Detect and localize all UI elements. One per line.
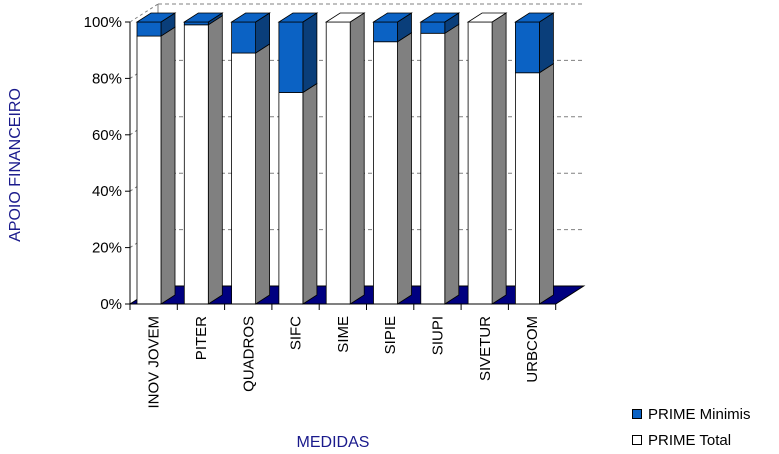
gridlines (129, 3, 584, 249)
y-tick-label: 100% (84, 14, 122, 31)
bar-prime-total (278, 92, 304, 305)
x-tick-label: PITER (193, 316, 210, 360)
bar-prime-total-side (302, 82, 318, 305)
bar-top (466, 12, 508, 23)
bar-prime-total-side (539, 63, 554, 305)
bar-prime-minimis (231, 21, 257, 54)
bar-top (135, 12, 177, 23)
bar-prime-total-side (160, 26, 176, 305)
y-tick-label: 80% (92, 70, 122, 87)
y-tick-label: 40% (92, 183, 122, 200)
bar-top (230, 12, 271, 23)
bar-prime-minimis (515, 21, 540, 74)
bar-top (372, 12, 413, 23)
bar-prime-total-side (397, 32, 412, 305)
bar-prime-minimis (420, 21, 446, 34)
x-tick-label: SIME (335, 316, 352, 353)
x-tick-label: SIUPI (429, 316, 446, 355)
x-tick-label: SIPIE (382, 316, 399, 354)
bar-prime-minimis (373, 21, 398, 43)
x-axis-label: MEDIDAS (297, 434, 370, 451)
y-axis-label: APOIO FINANCEIRO (7, 88, 24, 242)
legend-label-minimis: PRIME Minimis (648, 405, 751, 423)
bar-prime-minimis (183, 21, 209, 26)
legend-item-minimis: PRIME Minimis (632, 404, 779, 424)
bar-top (277, 12, 319, 23)
bar-prime-minimis-side (302, 12, 318, 94)
legend: PRIME Minimis PRIME Total (632, 404, 779, 454)
bar-prime-total-side (444, 23, 460, 305)
bar-prime-total-side (255, 43, 271, 305)
bar-prime-minimis-side (539, 12, 554, 74)
y-tick-label: 20% (92, 240, 122, 257)
x-tick-label: SIVETUR (477, 316, 494, 381)
bars (135, 12, 555, 305)
y-tick-labels: 0% 20% 40% 60% 80% 100% (84, 14, 122, 313)
x-tick-label: QUADROS (240, 316, 257, 392)
bar-top (324, 12, 366, 23)
x-tick-labels: INOV JOVEM PITER QUADROS SIFC SIME SIPIE SIUPI… (146, 316, 541, 409)
bar-top (182, 12, 224, 23)
x-tick-label: SIFC (288, 316, 305, 350)
legend-swatch-minimis (632, 409, 642, 419)
bar-prime-total (420, 32, 446, 305)
y-tick-label: 60% (92, 127, 122, 144)
bar-prime-total-side (491, 12, 507, 305)
bar-prime-total (183, 24, 209, 305)
bar-prime-minimis (278, 21, 304, 93)
bar-prime-total-side (349, 12, 365, 305)
bar-top (514, 12, 555, 23)
bar-prime-total (231, 52, 257, 305)
bar-prime-total (515, 72, 540, 305)
bar-prime-total-side (207, 15, 223, 305)
legend-swatch-total (632, 435, 642, 445)
axes (125, 21, 557, 310)
bar-prime-total (136, 35, 162, 305)
bar-prime-total (373, 41, 398, 305)
bar-top (419, 12, 461, 23)
x-tick-label: INOV JOVEM (146, 316, 163, 409)
bar-prime-minimis (136, 21, 162, 37)
bar-prime-total (467, 21, 493, 305)
legend-item-total: PRIME Total (632, 430, 779, 450)
y-tick-label: 0% (100, 296, 122, 313)
x-tick-label: URBCOM (524, 316, 541, 383)
bar-prime-total (325, 21, 351, 305)
legend-label-total: PRIME Total (648, 431, 732, 449)
